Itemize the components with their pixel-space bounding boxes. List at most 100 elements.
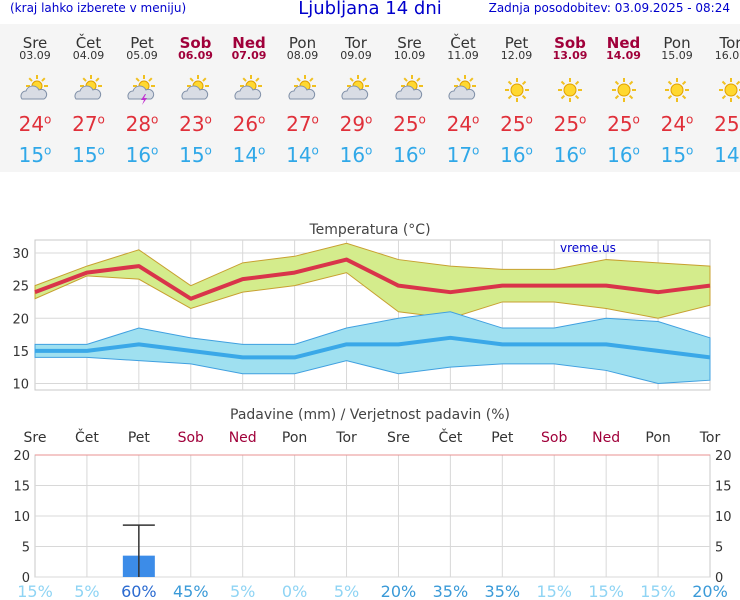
day-date: 13.09: [552, 49, 588, 62]
precipitation-probability: 20%: [692, 582, 728, 600]
x-tick-label: Tor: [699, 430, 721, 446]
precipitation-probability: 5%: [74, 582, 99, 600]
day-name: Sob: [554, 34, 586, 52]
x-tick-label: Ned: [229, 430, 257, 446]
location-hint[interactable]: (kraj lahko izberete v meniju): [10, 1, 187, 15]
y-tick-label-right: 10: [715, 510, 732, 525]
min-temperature: 15o: [72, 143, 105, 167]
max-temperature: 27o: [286, 112, 319, 136]
max-temperature: 24o: [660, 112, 694, 136]
x-tick-label: Pet: [128, 430, 151, 446]
y-tick-label: 5: [22, 541, 30, 556]
y-tick-label: 10: [12, 377, 29, 392]
day-date: 12.09: [500, 49, 533, 62]
precipitation-probability: 45%: [173, 582, 209, 600]
day-date: 11.09: [447, 49, 479, 62]
sun-cloud-icon: [341, 75, 369, 100]
max-temperature: 24o: [18, 112, 52, 136]
max-temperature: 25o: [393, 112, 426, 136]
day-name: Čet: [450, 34, 476, 52]
precipitation-probability: 35%: [433, 582, 469, 600]
x-tick-label: Čet: [75, 428, 99, 446]
max-temperature: 25o: [500, 112, 533, 136]
precipitation-chart: Padavine (mm) / Verjetnost padavin (%) Sr…: [13, 407, 732, 600]
day-date: 04.09: [72, 49, 105, 62]
y-tick-label: 15: [12, 345, 29, 360]
last-update: Zadnja posodobitev: 03.09.2025 - 08:24: [488, 1, 730, 15]
y-tick-label: 25: [12, 280, 29, 295]
day-name: Sob: [179, 34, 212, 52]
min-temperature: 15o: [179, 143, 212, 167]
day-name: Pon: [288, 34, 317, 52]
y-tick-label-right: 5: [715, 541, 723, 556]
min-temperature: 16o: [500, 143, 533, 167]
min-temperature: 16o: [607, 143, 640, 167]
min-temperature-range: [34, 311, 711, 384]
sun-cloud-icon: [288, 75, 316, 100]
precipitation-probability: 15%: [588, 582, 624, 600]
x-tick-label: Pet: [491, 430, 514, 446]
sun-cloud-icon: [395, 75, 423, 100]
min-temperature: 16o: [393, 143, 426, 167]
y-tick-label: 0: [22, 571, 30, 586]
sun-icon: [611, 78, 636, 102]
y-tick-label: 20: [12, 312, 29, 327]
day-date: 14.09: [606, 49, 641, 62]
day-name: Ned: [606, 34, 641, 52]
sun-icon: [504, 78, 529, 102]
day-date: 05.09: [126, 49, 158, 62]
page-title: Ljubljana 14 dni: [298, 0, 442, 19]
y-tick-label: 15: [13, 480, 30, 495]
min-temperature: 15o: [18, 143, 52, 167]
day-date: 09.09: [340, 49, 372, 62]
min-temperature-line: [35, 335, 711, 360]
sun-cloud-icon: [20, 75, 48, 100]
x-tick-label: Sob: [178, 430, 204, 446]
x-tick-label: Ned: [592, 430, 620, 446]
max-temperature: 25o: [714, 112, 740, 136]
temperature-chart: Temperatura (°C) 10 15 20 25 30 vreme.us: [12, 222, 711, 392]
max-temperature-range: [34, 242, 711, 319]
day-name: Sre: [22, 34, 48, 52]
precipitation-probability: 60%: [121, 582, 157, 600]
max-temperature: 28o: [125, 112, 159, 136]
x-tick-label: Sre: [24, 430, 47, 446]
x-tick-label: Sob: [541, 430, 567, 446]
min-temperature: 14o: [232, 143, 266, 167]
min-temperature: 15o: [660, 143, 694, 167]
precipitation-probability: 5%: [230, 582, 255, 600]
max-temperature: 23o: [179, 112, 212, 136]
y-tick-label: 10: [13, 510, 30, 525]
x-tick-label: Čet: [438, 428, 462, 446]
day-date: 03.09: [19, 49, 51, 62]
max-temperature: 26o: [232, 112, 266, 136]
min-temperature: 16o: [125, 143, 159, 167]
day-name: Tor: [345, 34, 367, 52]
precipitation-probability: 15%: [17, 582, 53, 600]
x-tick-label: Pon: [645, 430, 670, 446]
y-tick-label-right: 15: [715, 480, 732, 495]
min-temperature: 17o: [446, 143, 480, 167]
sun-cloud-icon: [74, 75, 102, 100]
y-tick-label-right: 20: [715, 449, 732, 464]
y-tick-label-right: 0: [715, 571, 723, 586]
min-temperature: 16o: [553, 143, 587, 167]
precipitation-probability: 5%: [334, 582, 359, 600]
day-name: Pet: [504, 34, 529, 52]
day-date: 06.09: [178, 49, 213, 62]
y-tick-label: 20: [13, 449, 30, 464]
sun-cloud-icon: [234, 75, 262, 100]
sun-icon: [665, 78, 689, 102]
max-temperature-line: [34, 257, 711, 301]
precipitation-probability: 0%: [282, 582, 307, 600]
day-name: Ned: [232, 34, 266, 52]
max-temperature: 25o: [553, 112, 587, 136]
sun-cloud-icon: [181, 75, 209, 100]
precipitation-probability: 15%: [536, 582, 572, 600]
sun-cloud-icon: [448, 75, 476, 100]
precipitation-probability: 20%: [381, 582, 417, 600]
precipitation-probability: 35%: [485, 582, 521, 600]
day-date: 08.09: [286, 49, 319, 62]
day-name: Pon: [663, 34, 691, 52]
precipitation-probability: 15%: [640, 582, 676, 600]
